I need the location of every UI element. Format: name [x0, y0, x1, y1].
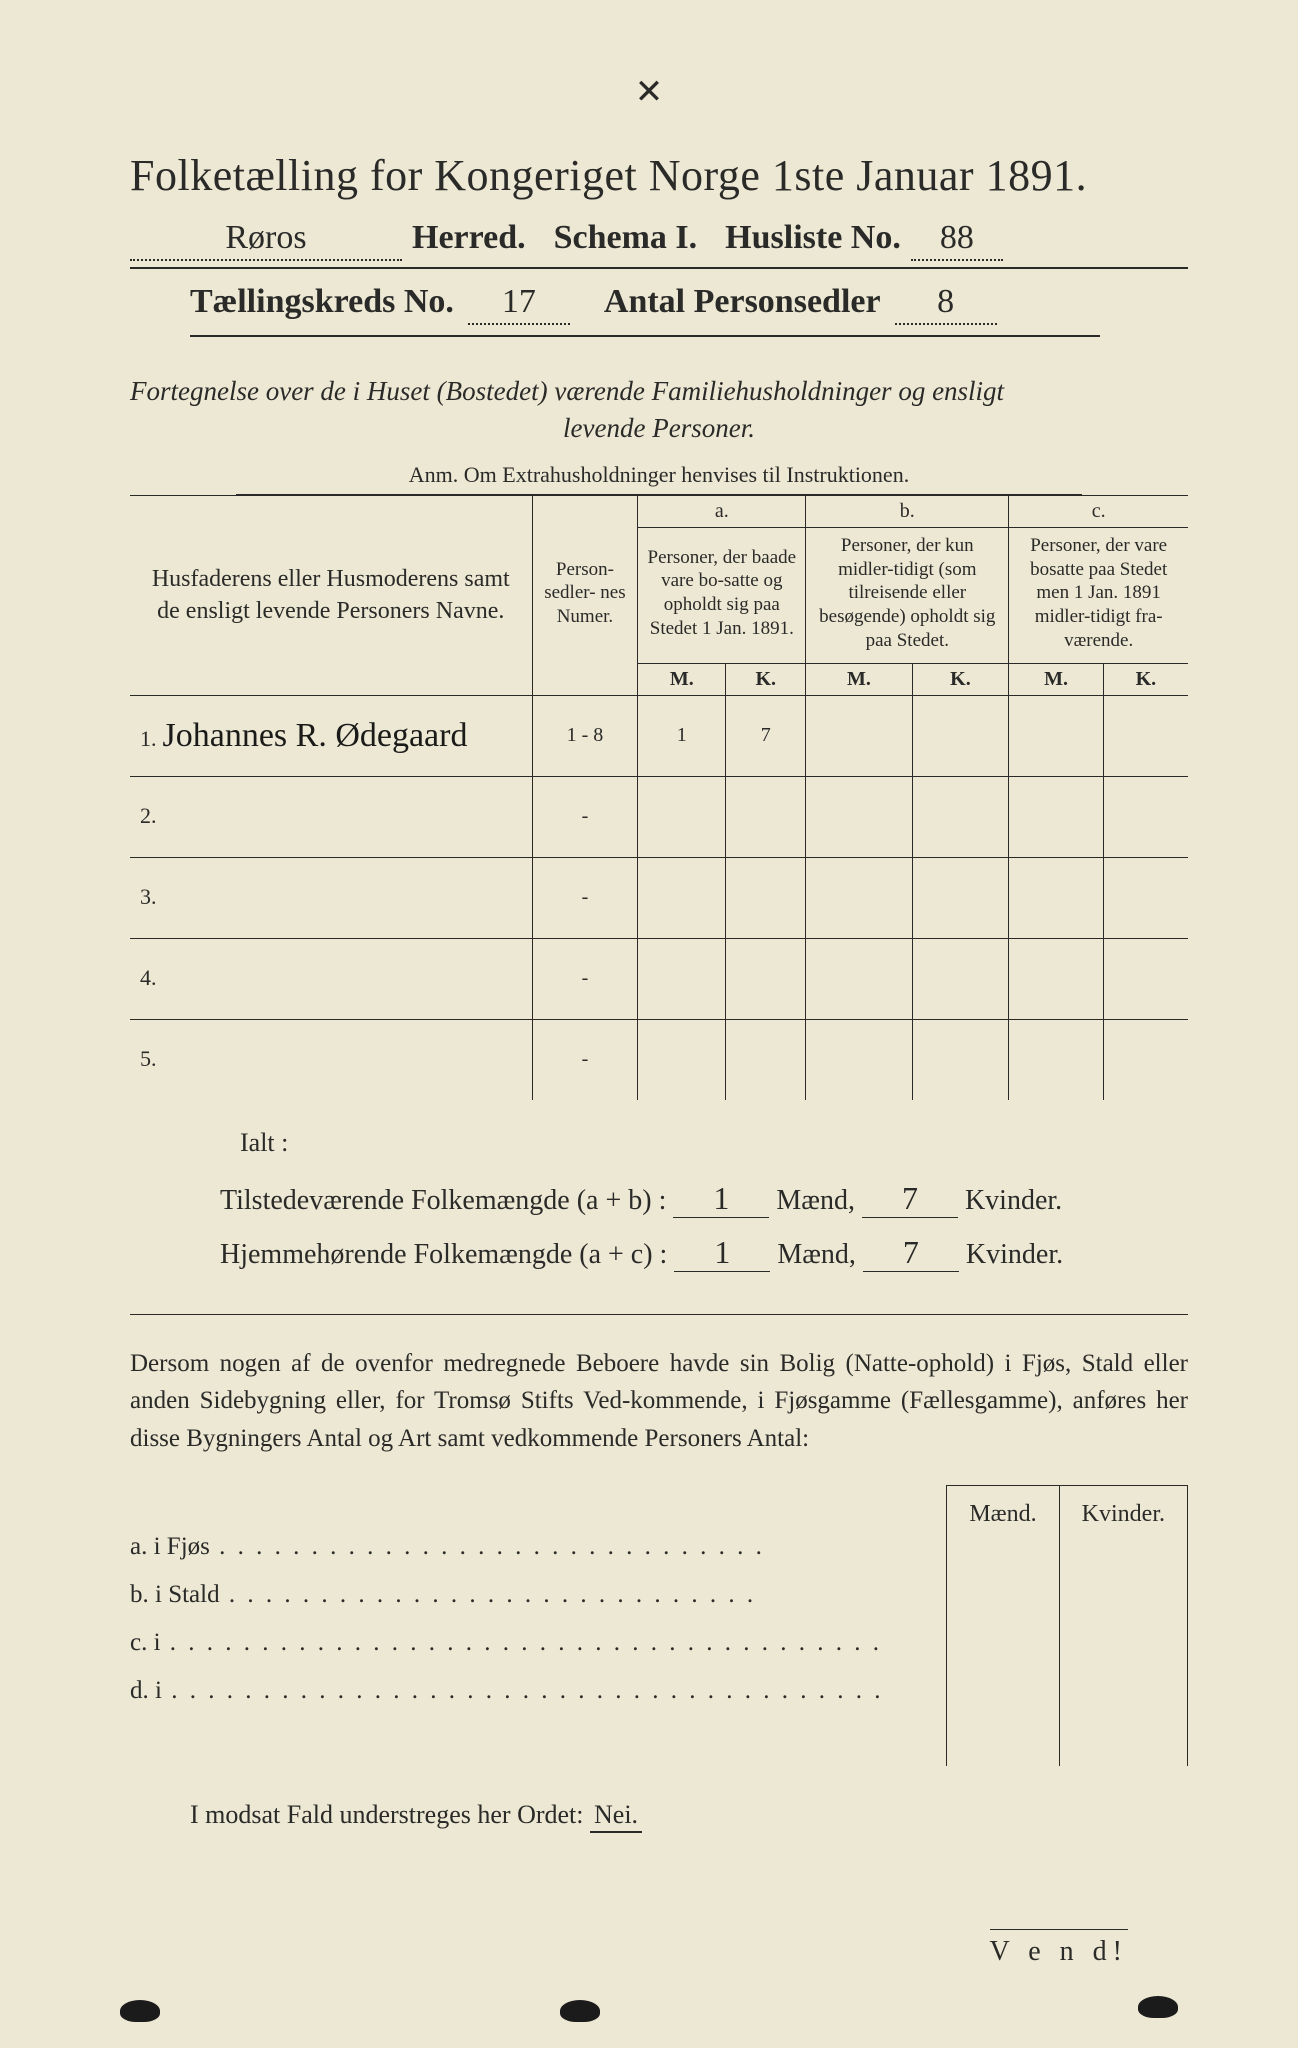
description-line-2: levende Personer. [130, 413, 1188, 444]
cell-numer: - [532, 1019, 638, 1100]
resident-line: Hjemmehørende Folkemængde (a + c) : 1 Mæ… [220, 1234, 1188, 1272]
col-b-k: K. [912, 663, 1009, 695]
maend-header: Mænd. [947, 1486, 1059, 1542]
dots: . . . . . . . . . . . . . . . . . . . . … [162, 1677, 884, 1704]
kvinder-label: Kvinder. [965, 1185, 1062, 1216]
building-label: a. i Fjøs [130, 1533, 210, 1560]
householder-name: Johannes R. Ødegaard [163, 717, 468, 754]
resident-k: 7 [863, 1234, 959, 1272]
title-text: Folketælling for Kongeriget Norge 1ste J… [130, 151, 1087, 200]
building-row: c. i . . . . . . . . . . . . . . . . . .… [130, 1629, 946, 1657]
form-title: Folketælling for Kongeriget Norge 1ste J… [130, 150, 1188, 201]
row-number: 3. [140, 884, 157, 909]
nei-label: I modsat Fald understreges her Ordet: [190, 1800, 584, 1829]
cell-numer: - [532, 776, 638, 857]
herred-value: Røros [130, 219, 402, 261]
cell-b-k [912, 695, 1009, 776]
resident-label: Hjemmehørende Folkemængde (a + c) : [220, 1239, 667, 1270]
building-label: c. i [130, 1629, 161, 1656]
dots: . . . . . . . . . . . . . . . . . . . . … [210, 1533, 765, 1560]
present-label: Tilstedeværende Folkemængde (a + b) : [220, 1185, 666, 1216]
nei-word: Nei. [590, 1800, 642, 1833]
kvinder-header: Kvinder. [1059, 1486, 1187, 1542]
present-k: 7 [862, 1180, 958, 1218]
col-name-header: Husfaderens eller Husmoderens samt de en… [130, 495, 532, 695]
col-name-text: Husfaderens eller Husmoderens samt de en… [152, 566, 510, 624]
building-label: d. i [130, 1677, 162, 1704]
building-row: a. i Fjøs . . . . . . . . . . . . . . . … [130, 1533, 946, 1561]
table-row: 5. - [130, 1019, 1188, 1100]
buildings-paragraph: Dersom nogen af de ovenfor medregnede Be… [130, 1345, 1188, 1458]
col-a-k: K. [726, 663, 806, 695]
col-a-top: a. [638, 495, 806, 527]
row-number: 1. [140, 726, 157, 751]
col-c-k: K. [1103, 663, 1188, 695]
kreds-label: Tællingskreds No. [190, 283, 454, 321]
cell-numer: 1 - 8 [532, 695, 638, 776]
maend-label: Mænd, [776, 1185, 855, 1216]
page-tear-icon [560, 2000, 600, 2022]
top-x-mark: ✕ [635, 72, 664, 112]
cell-a-m: 1 [638, 695, 726, 776]
totals-block: Tilstedeværende Folkemængde (a + b) : 1 … [220, 1180, 1188, 1272]
cell-numer: - [532, 857, 638, 938]
cell-b-m [806, 695, 912, 776]
header-line-2: Tællingskreds No. 17 Antal Personsedler … [190, 283, 1100, 337]
antal-value: 8 [895, 283, 997, 325]
dots: . . . . . . . . . . . . . . . . . . . . … [220, 1581, 757, 1608]
kvinder-label: Kvinder. [966, 1239, 1063, 1270]
col-a-header: Personer, der baade vare bo-satte og oph… [638, 527, 806, 663]
buildings-mk-table: Mænd. Kvinder. [946, 1485, 1188, 1766]
cell-a-k: 7 [726, 695, 806, 776]
row-number: 5. [140, 1046, 157, 1071]
table-row: 4. - [130, 938, 1188, 1019]
building-row: d. i . . . . . . . . . . . . . . . . . .… [130, 1677, 946, 1705]
row-number: 2. [140, 803, 157, 828]
building-label: b. i Stald [130, 1581, 220, 1608]
table-row: 2. - [130, 776, 1188, 857]
header-line-1: Røros Herred. Schema I. Husliste No. 88 [130, 219, 1188, 269]
present-m: 1 [673, 1180, 769, 1218]
table-row: 3. - [130, 857, 1188, 938]
anm-note: Anm. Om Extrahusholdninger henvises til … [236, 462, 1082, 495]
table-row: 1. Johannes R. Ødegaard 1 - 8 1 7 [130, 695, 1188, 776]
page-tear-icon [120, 2000, 160, 2022]
col-a-m: M. [638, 663, 726, 695]
herred-label: Herred. [412, 219, 526, 257]
buildings-block: a. i Fjøs . . . . . . . . . . . . . . . … [130, 1485, 1188, 1766]
col-b-header: Personer, der kun midler-tidigt (som til… [806, 527, 1009, 663]
page-tear-icon [1138, 1996, 1178, 2018]
schema-label: Schema I. [554, 219, 698, 257]
ialt-label: Ialt : [240, 1128, 1188, 1158]
row-number: 4. [140, 965, 157, 990]
col-c-header: Personer, der vare bosatte paa Stedet me… [1009, 527, 1188, 663]
col-c-m: M. [1009, 663, 1103, 695]
vend-label: V e n d! [990, 1929, 1128, 1968]
divider [130, 1314, 1188, 1315]
resident-m: 1 [674, 1234, 770, 1272]
husliste-label: Husliste No. [725, 219, 901, 257]
husliste-value: 88 [911, 219, 1003, 261]
col-c-top: c. [1009, 495, 1188, 527]
col-b-m: M. [806, 663, 912, 695]
cell-numer: - [532, 938, 638, 1019]
col-b-top: b. [806, 495, 1009, 527]
kreds-value: 17 [468, 283, 570, 325]
household-table: Husfaderens eller Husmoderens samt de en… [130, 495, 1188, 1100]
col-numer-header: Person- sedler- nes Numer. [532, 495, 638, 695]
cell-c-k [1103, 695, 1188, 776]
nei-line: I modsat Fald understreges her Ordet: Ne… [190, 1800, 1188, 1830]
description-line-1: Fortegnelse over de i Huset (Bostedet) v… [130, 373, 1188, 411]
buildings-list: a. i Fjøs . . . . . . . . . . . . . . . … [130, 1485, 946, 1766]
census-form-page: ✕ Folketælling for Kongeriget Norge 1ste… [0, 0, 1298, 2048]
dots: . . . . . . . . . . . . . . . . . . . . … [161, 1629, 883, 1656]
cell-c-m [1009, 695, 1103, 776]
maend-label: Mænd, [777, 1239, 856, 1270]
building-row: b. i Stald . . . . . . . . . . . . . . .… [130, 1581, 946, 1609]
present-line: Tilstedeværende Folkemængde (a + b) : 1 … [220, 1180, 1188, 1218]
antal-label: Antal Personsedler [604, 283, 881, 321]
